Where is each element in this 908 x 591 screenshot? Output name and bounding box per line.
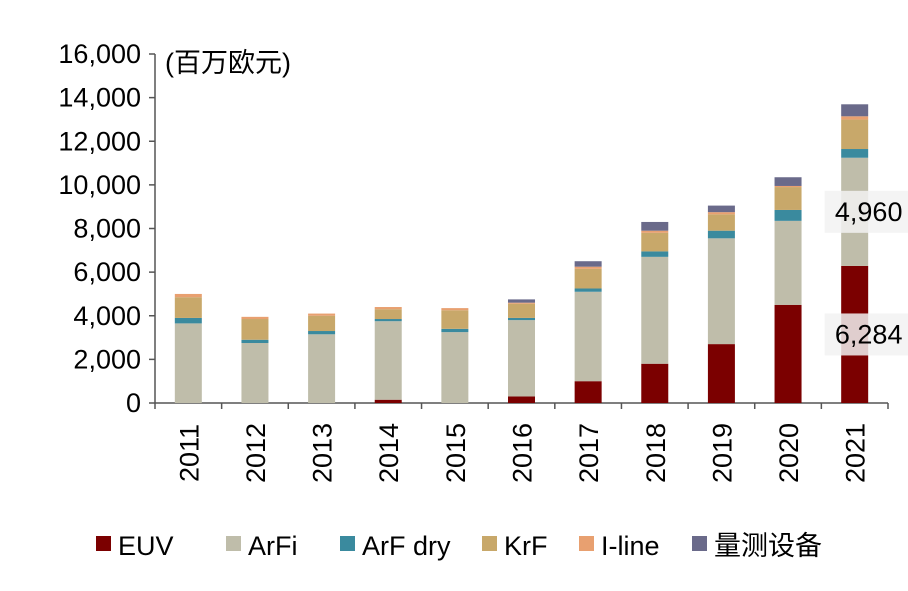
bar-segment	[641, 232, 669, 252]
bar-segment	[241, 343, 269, 403]
bar-segment	[508, 303, 535, 318]
bar-segment	[707, 238, 735, 345]
y-tick-label: 0	[126, 388, 141, 418]
legend-label: KrF	[504, 531, 548, 561]
legend-swatch	[340, 536, 355, 551]
data-label-bg	[824, 190, 908, 233]
bar-segment	[707, 212, 735, 215]
x-tick-label: 2016	[508, 423, 538, 483]
bar-segment	[774, 304, 802, 403]
bar-segment	[707, 344, 735, 403]
legend-label: I-line	[601, 531, 660, 561]
bar-segment	[241, 319, 269, 340]
bar-segment	[308, 331, 336, 335]
data-label: 4,960	[835, 197, 903, 227]
bars	[174, 104, 869, 403]
bar-segment	[841, 149, 869, 158]
legend-label: 量测设备	[714, 531, 822, 561]
bar-segment	[308, 334, 336, 403]
x-tick-label: 2014	[374, 423, 404, 483]
bar-segment	[174, 297, 202, 318]
x-tick-label: 2011	[174, 424, 204, 482]
y-tick-label: 8,000	[73, 214, 141, 244]
bar-segment	[241, 316, 269, 320]
bar-segment	[574, 288, 602, 292]
x-tick-label: 2012	[241, 423, 271, 483]
bar-segment	[641, 230, 669, 233]
bar-segment	[441, 310, 469, 329]
legend-label: ArFi	[248, 531, 298, 561]
legend-swatch	[482, 536, 497, 551]
y-axis: 0 2,000 4,000 6,000 8,000 10,000 12,000 14,000 1…	[58, 39, 156, 418]
bar-segment	[774, 177, 802, 186]
bar-segment	[374, 319, 402, 322]
bar-segment	[641, 256, 669, 364]
bar-segment	[374, 321, 402, 400]
bar-segment	[574, 261, 602, 267]
bar-segment	[308, 315, 336, 332]
y-tick-label: 12,000	[58, 126, 141, 156]
bar-segment	[508, 320, 535, 397]
legend-swatch	[226, 536, 241, 551]
x-tick-label: 2021	[841, 423, 871, 483]
bar-segment	[707, 214, 735, 231]
x-tick-label: 2020	[774, 423, 804, 483]
legend-label: ArF dry	[362, 531, 451, 561]
y-tick-label: 10,000	[58, 170, 141, 200]
x-tick-label: 2019	[707, 423, 737, 483]
y-tick-label: 6,000	[73, 257, 141, 287]
bar-segment	[774, 209, 802, 221]
legend: EUV ArFi ArF dry KrF I-line 量测设备	[96, 531, 822, 561]
x-tick-label: 2013	[308, 423, 338, 483]
bar-segment	[174, 323, 202, 403]
bar-segment	[508, 302, 535, 304]
bar-segment	[174, 293, 202, 298]
bar-segment	[641, 363, 669, 403]
legend-label: EUV	[118, 531, 174, 561]
bar-segment	[441, 328, 469, 333]
bar-segment	[374, 399, 402, 403]
bar-segment	[774, 185, 802, 188]
bar-segment	[841, 116, 869, 120]
bar-segment	[441, 332, 469, 403]
y-tick-label: 2,000	[73, 344, 141, 374]
legend-swatch	[692, 536, 707, 551]
bar-segment	[574, 381, 602, 403]
bar-segment	[574, 266, 602, 269]
bar-segment	[508, 396, 535, 403]
y-tick-label: 14,000	[58, 83, 141, 113]
bar-segment	[841, 119, 869, 150]
bar-segment	[774, 187, 802, 210]
x-tick-label: 2017	[574, 423, 604, 483]
bar-segment	[574, 268, 602, 289]
bar-segment	[508, 299, 535, 303]
bar-segment	[841, 104, 869, 117]
bar-segment	[174, 317, 202, 324]
bar-segment	[441, 308, 469, 311]
bar-segment	[641, 221, 669, 231]
bar-segment	[374, 307, 402, 310]
unit-label: (百万欧元)	[165, 48, 291, 78]
bar-segment	[774, 220, 802, 305]
bar-segment	[707, 230, 735, 239]
x-tick-label: 2015	[441, 423, 471, 483]
bar-segment	[508, 317, 535, 321]
bar-segment	[574, 291, 602, 382]
bar-segment	[241, 339, 269, 344]
legend-swatch	[96, 536, 111, 551]
data-labels: 4,960 6,284	[824, 190, 908, 356]
x-tick-label: 2018	[641, 423, 671, 483]
y-tick-label: 4,000	[73, 301, 141, 331]
bar-segment	[707, 205, 735, 213]
x-axis: 2011 2012 2013 2014 2015 2016 2017 2018 2019 2020…	[154, 402, 889, 483]
data-label: 6,284	[835, 319, 903, 349]
legend-swatch	[579, 536, 594, 551]
y-tick-label: 16,000	[58, 39, 141, 69]
bar-segment	[374, 309, 402, 320]
bar-segment	[641, 251, 669, 257]
bar-segment	[308, 313, 336, 316]
data-label-bg	[824, 313, 908, 356]
